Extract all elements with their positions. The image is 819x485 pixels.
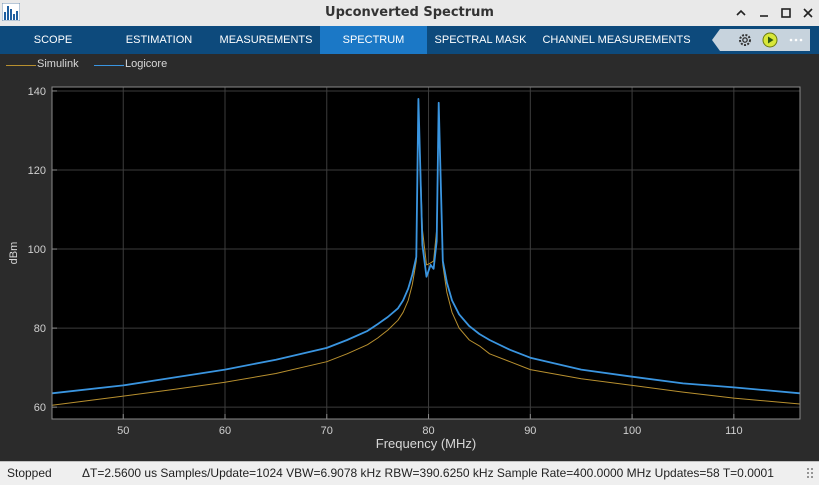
x-tick-label: 70: [321, 425, 333, 437]
legend: Simulink Logicore: [0, 54, 819, 76]
tab-spectral-mask[interactable]: SPECTRAL MASK: [434, 34, 527, 46]
series-line-logicore: [51, 97, 801, 395]
status-bar: Stopped ΔT=2.5600 us Samples/Update=1024…: [0, 461, 819, 485]
x-axis-label: Frequency (MHz): [376, 436, 476, 451]
status-text: Stopped: [7, 466, 52, 480]
tab-measurements[interactable]: MEASUREMENTS: [219, 34, 313, 46]
resize-grip-icon[interactable]: [805, 466, 815, 480]
x-tick-label: 50: [117, 425, 129, 437]
title-bar: Upconverted Spectrum: [0, 0, 819, 27]
tab-channel-measurements[interactable]: CHANNEL MEASUREMENTS: [542, 34, 691, 46]
run-icon[interactable]: [762, 32, 778, 48]
tab-estimation[interactable]: ESTIMATION: [125, 34, 193, 46]
settings-icon[interactable]: [737, 32, 753, 48]
spectrum-plot[interactable]: 50 60 70 80 90 100 110 60 80 100 120 140 Frequency …: [0, 76, 819, 461]
y-tick-label: 80: [34, 323, 46, 335]
x-tick-label: 80: [422, 425, 434, 437]
tab-scope[interactable]: SCOPE: [33, 34, 73, 46]
y-tick-label: 60: [34, 402, 46, 414]
measurement-readout: ΔT=2.5600 us Samples/Update=1024 VBW=6.9…: [82, 466, 774, 480]
tick-labels: 50 60 70 80 90 100 110 60 80 100 120 140: [28, 86, 743, 437]
y-axis-label: dBm: [8, 242, 20, 265]
y-tick-label: 100: [28, 244, 46, 256]
close-icon[interactable]: [799, 4, 817, 22]
legend-line-simulink: [6, 65, 36, 66]
legend-label: Simulink: [37, 58, 79, 70]
app-icon: [2, 3, 20, 21]
more-icon[interactable]: [788, 32, 804, 48]
y-tick-label: 140: [28, 86, 46, 98]
axes-border: [51, 86, 801, 420]
y-tick-label: 120: [28, 165, 46, 177]
x-tick-label: 110: [725, 425, 743, 437]
collapse-icon[interactable]: [732, 4, 750, 22]
x-tick-label: 100: [623, 425, 641, 437]
legend-line-logicore: [94, 65, 124, 66]
series-line-simulink: [51, 102, 801, 406]
toolstrip-tabs: SCOPE ESTIMATION MEASUREMENTS SPECTRUM S…: [0, 26, 819, 54]
x-tick-label: 90: [524, 425, 536, 437]
grid: [52, 87, 800, 419]
series-group: [51, 97, 801, 406]
maximize-icon[interactable]: [777, 4, 795, 22]
tab-spectrum[interactable]: SPECTRUM: [320, 26, 427, 54]
minimize-icon[interactable]: [755, 4, 773, 22]
legend-label: Logicore: [125, 58, 168, 70]
window-title: Upconverted Spectrum: [325, 5, 494, 20]
axes-background: [52, 87, 800, 419]
x-tick-label: 60: [219, 425, 231, 437]
quick-toolbar: [712, 29, 810, 51]
